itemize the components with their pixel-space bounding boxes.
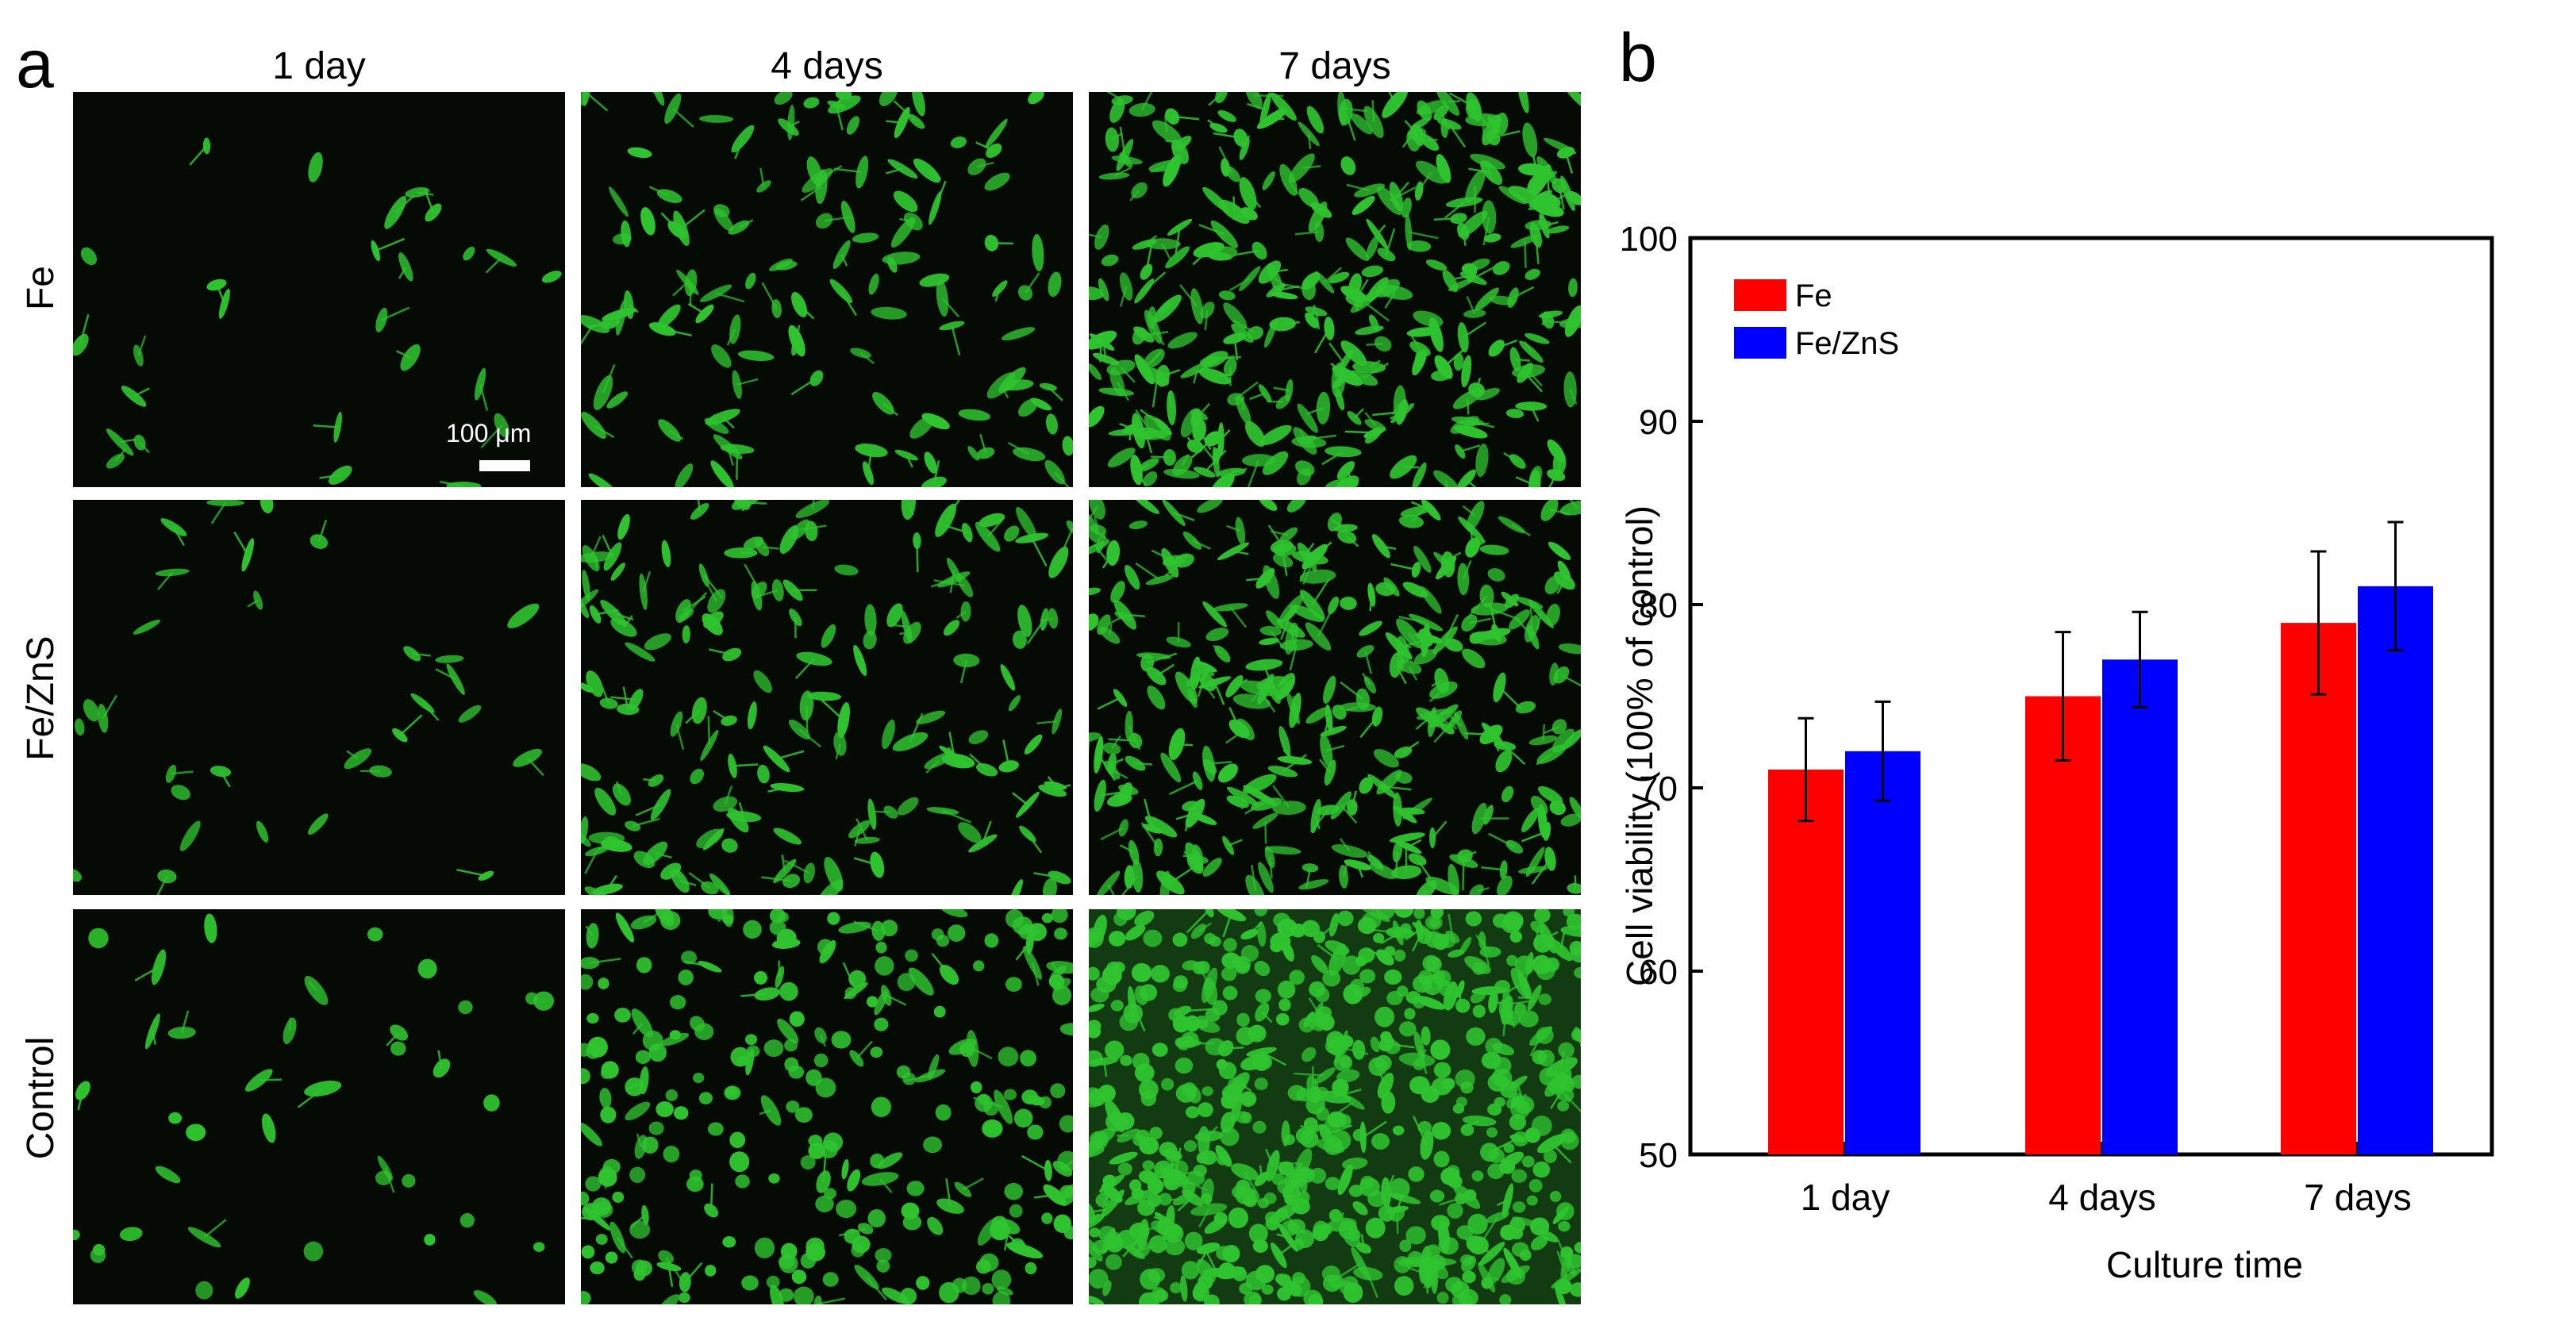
legend-swatch-0 <box>1734 279 1786 311</box>
micrograph-control-7-days <box>1089 909 1581 1304</box>
y-axis-label: Cell viability (100% of control) <box>1619 505 1660 986</box>
row-label-fe: Fe <box>20 265 62 311</box>
x-tick-label: 4 days <box>2048 1177 2156 1218</box>
column-title-1-day: 1 day <box>272 45 366 87</box>
y-tick-label: 60 <box>1639 953 1678 992</box>
micrograph-control-1-day <box>73 909 565 1304</box>
panel-b-letter: b <box>1619 20 1657 96</box>
legend-label-1: Fe/ZnS <box>1795 326 1899 361</box>
bar-fezns-0 <box>1845 751 1920 1154</box>
micrograph-fezns-7-days <box>1089 500 1581 895</box>
bar-fe-2 <box>2281 623 2356 1154</box>
panel-a-letter: a <box>16 26 54 102</box>
column-title-4-days: 4 days <box>771 45 883 87</box>
micrograph-fe-1-day <box>73 92 565 487</box>
row-label-control: Control <box>20 1036 62 1160</box>
micrograph-fe-4-days <box>581 92 1073 487</box>
bar-fezns-2 <box>2358 586 2433 1154</box>
legend-swatch-1 <box>1734 327 1786 359</box>
y-tick-label: 80 <box>1639 586 1678 625</box>
bar-chart: Cell viability (100% of control) Culture… <box>1619 220 2494 1285</box>
row-label-fe-zns: Fe/ZnS <box>20 636 62 761</box>
y-tick-label: 90 <box>1639 403 1678 442</box>
x-tick-label: 7 days <box>2304 1177 2412 1218</box>
x-tick-label: 1 day <box>1801 1177 1890 1218</box>
scale-bar-label: 100 μm <box>446 419 532 447</box>
legend-label-0: Fe <box>1795 278 1832 313</box>
micrograph-fezns-1-day <box>73 500 565 895</box>
bar-fe-1 <box>2025 696 2101 1154</box>
y-tick-label: 70 <box>1639 770 1678 808</box>
scale-bar <box>479 460 530 471</box>
column-title-7-days: 7 days <box>1278 45 1391 87</box>
micrograph-fezns-4-days <box>581 500 1073 895</box>
micrograph-control-4-days <box>581 909 1073 1304</box>
bar-fe-0 <box>1768 769 1844 1154</box>
y-tick-label: 50 <box>1639 1136 1678 1175</box>
y-tick-label: 100 <box>1620 220 1678 259</box>
x-axis-label: Culture time <box>2106 1244 2303 1285</box>
bar-fezns-1 <box>2102 659 2178 1154</box>
micrograph-fe-7-days <box>1089 92 1581 487</box>
